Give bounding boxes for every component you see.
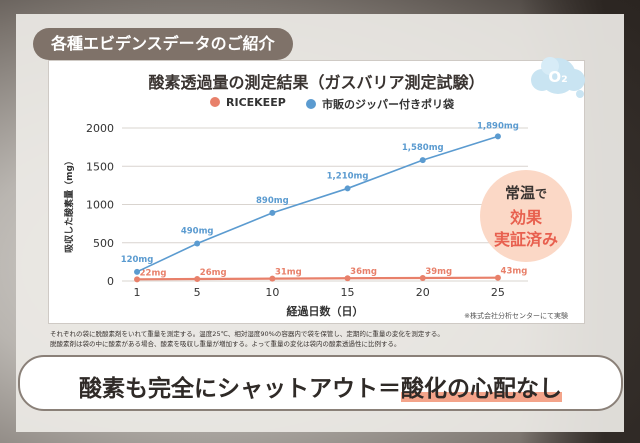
badge-line2: 効果 xyxy=(509,208,542,227)
data-label: 890mg xyxy=(256,196,289,206)
conclusion-text-highlight: 酸化の心配なし xyxy=(401,376,562,402)
x-tick-label: 5 xyxy=(194,286,201,299)
chart-note: ※株式会社分析センターにて実験 xyxy=(464,311,568,320)
data-label: 31mg xyxy=(275,268,302,278)
legend-dot-ziploc xyxy=(306,99,316,109)
y-tick-label: 1500 xyxy=(86,160,114,173)
data-point-0 xyxy=(419,275,426,282)
y-tick-label: 500 xyxy=(93,237,114,250)
data-point-1 xyxy=(194,240,201,247)
conclusion-box: 酸素も完全にシャットアウト＝酸化の心配なし xyxy=(18,355,623,411)
y-tick-label: 1000 xyxy=(86,199,114,212)
data-point-0 xyxy=(134,276,141,283)
x-tick-label: 20 xyxy=(416,286,430,299)
badge-line1-main: 常温 xyxy=(504,184,535,202)
data-point-1 xyxy=(269,209,276,216)
data-point-0 xyxy=(194,276,201,283)
data-point-0 xyxy=(494,274,501,281)
o2-label: O₂ xyxy=(548,68,567,86)
footnote-line2: 脱酸素剤は袋の中に酸素がある場合、酸素を吸収し重量が増加する。よって重量の変化は… xyxy=(50,340,401,348)
legend-label-ricekeep: RICEKEEP xyxy=(226,96,286,109)
data-label: 36mg xyxy=(350,267,377,277)
data-label: 39mg xyxy=(425,267,452,277)
y-tick-label: 2000 xyxy=(86,122,114,135)
conclusion-text: 酸素も完全にシャットアウト＝酸化の心配なし xyxy=(20,369,621,403)
method-footnote: それぞれの袋に脱酸素剤をいれて重量を測定する。温度25℃、相対湿度90%の容器内… xyxy=(50,329,590,349)
badge-line1-particle: で xyxy=(535,187,548,201)
series-line-0 xyxy=(137,276,498,281)
data-label: 1,210mg xyxy=(327,171,369,181)
data-label: 1,580mg xyxy=(402,143,444,153)
x-tick-label: 10 xyxy=(265,286,279,299)
series-line-1 xyxy=(136,135,499,273)
data-label: 490mg xyxy=(181,227,214,237)
chart-title: 酸素透過量の測定結果（ガスバリア測定試験） xyxy=(148,73,485,92)
conclusion-text-a: 酸素も完全にシャットアウト＝ xyxy=(79,376,401,402)
data-point-1 xyxy=(344,185,351,192)
data-point-1 xyxy=(134,268,141,275)
y-axis-title: 吸収した酸素量（mg） xyxy=(63,156,75,253)
data-point-0 xyxy=(269,275,276,282)
data-label: 22mg xyxy=(140,268,167,278)
data-label: 26mg xyxy=(200,268,227,278)
x-tick-label: 25 xyxy=(491,286,505,299)
data-label: 1,890mg xyxy=(477,121,519,131)
x-tick-label: 1 xyxy=(134,286,141,299)
data-point-1 xyxy=(419,157,426,164)
data-label: 120mg xyxy=(121,255,154,265)
y-tick-label: 0 xyxy=(107,275,114,288)
legend-item-ziploc: 市販のジッパー付きポリ袋 xyxy=(306,96,454,112)
data-label: 43mg xyxy=(501,267,528,277)
section-header: 各種エビデンスデータのご紹介 xyxy=(33,28,293,60)
badge-line3: 実証済み xyxy=(493,230,558,249)
effect-badge: 常温で 効果 実証済み xyxy=(480,170,572,262)
x-axis-title: 経過日数（日） xyxy=(287,304,364,318)
badge-line1: 常温で xyxy=(480,182,572,203)
oxygen-bubble-icon: O₂ xyxy=(531,57,585,98)
legend-dot-ricekeep xyxy=(210,97,220,107)
legend-item-ricekeep: RICEKEEP xyxy=(210,96,286,109)
data-point-0 xyxy=(344,275,351,282)
data-point-1 xyxy=(494,133,501,140)
footnote-line1: それぞれの袋に脱酸素剤をいれて重量を測定する。温度25℃、相対湿度90%の容器内… xyxy=(50,330,444,338)
x-tick-label: 15 xyxy=(341,286,355,299)
legend-label-ziploc: 市販のジッパー付きポリ袋 xyxy=(322,98,454,111)
